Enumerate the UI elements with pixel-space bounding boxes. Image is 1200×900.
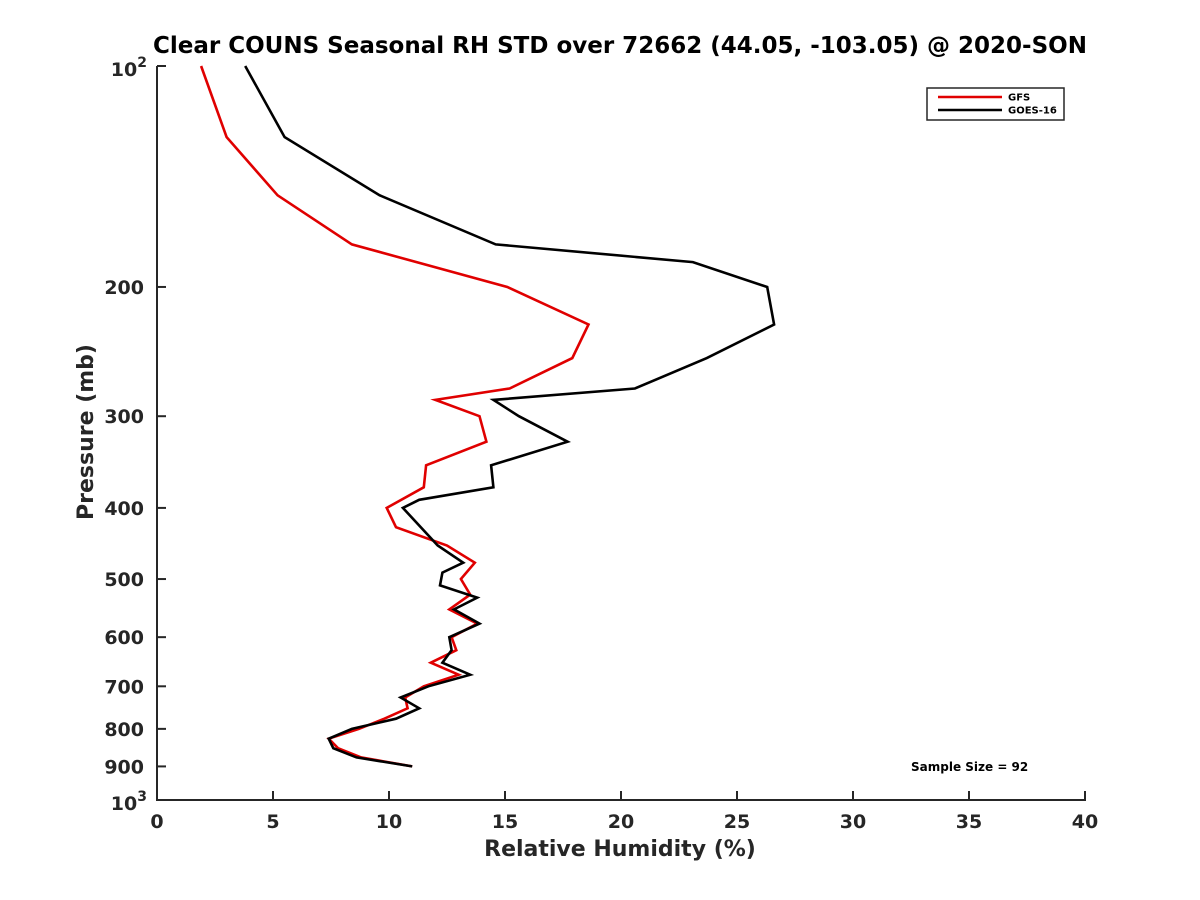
x-tick-label: 15: [492, 811, 518, 833]
y-tick-base: 10: [111, 793, 137, 815]
y-tick-label: 500: [104, 569, 144, 591]
x-tick-label: 20: [608, 811, 634, 833]
legend-box: [926, 87, 1065, 121]
legend-label-gfs: GFS: [1008, 93, 1030, 104]
y-tick-base: 10: [111, 59, 137, 81]
series-group: [199, 65, 776, 768]
y-tick-label: 103: [111, 789, 147, 815]
legend: GFS GOES-16: [926, 87, 1065, 121]
x-tick-label: 30: [840, 811, 866, 833]
plot-area: 0 5 10 15 20 25 30 35 40 10220030040050060070080…: [104, 55, 1098, 833]
y-tick-label: 800: [104, 719, 144, 741]
y-tick-label: 102: [111, 55, 147, 81]
x-tick-label: 25: [724, 811, 750, 833]
sample-size-annotation: Sample Size = 92: [911, 760, 1028, 774]
x-axis-label: Relative Humidity (%): [484, 837, 756, 862]
x-tick-label: 40: [1072, 811, 1098, 833]
series-line-goes16: [244, 65, 776, 768]
series-line-gfs: [199, 65, 591, 768]
chart-title: Clear COUNS Seasonal RH STD over 72662 (…: [153, 33, 1087, 59]
y-tick-exponent: 3: [137, 789, 147, 805]
y-tick-label: 900: [104, 756, 144, 778]
x-axis-ticks: 0 5 10 15 20 25 30 35 40: [150, 791, 1098, 833]
y-tick-label: 400: [104, 498, 144, 520]
y-tick-label: 700: [104, 676, 144, 698]
y-tick-exponent: 2: [137, 55, 147, 71]
x-tick-label: 5: [266, 811, 279, 833]
x-tick-label: 0: [150, 811, 163, 833]
y-tick-label: 300: [104, 406, 144, 428]
axes-background: [157, 66, 1085, 800]
x-tick-label: 10: [376, 811, 402, 833]
legend-label-goes16: GOES-16: [1008, 106, 1057, 117]
x-tick-label: 35: [956, 811, 982, 833]
y-tick-label: 600: [104, 627, 144, 649]
y-axis-label: Pressure (mb): [74, 344, 99, 520]
y-tick-label: 200: [104, 277, 144, 299]
